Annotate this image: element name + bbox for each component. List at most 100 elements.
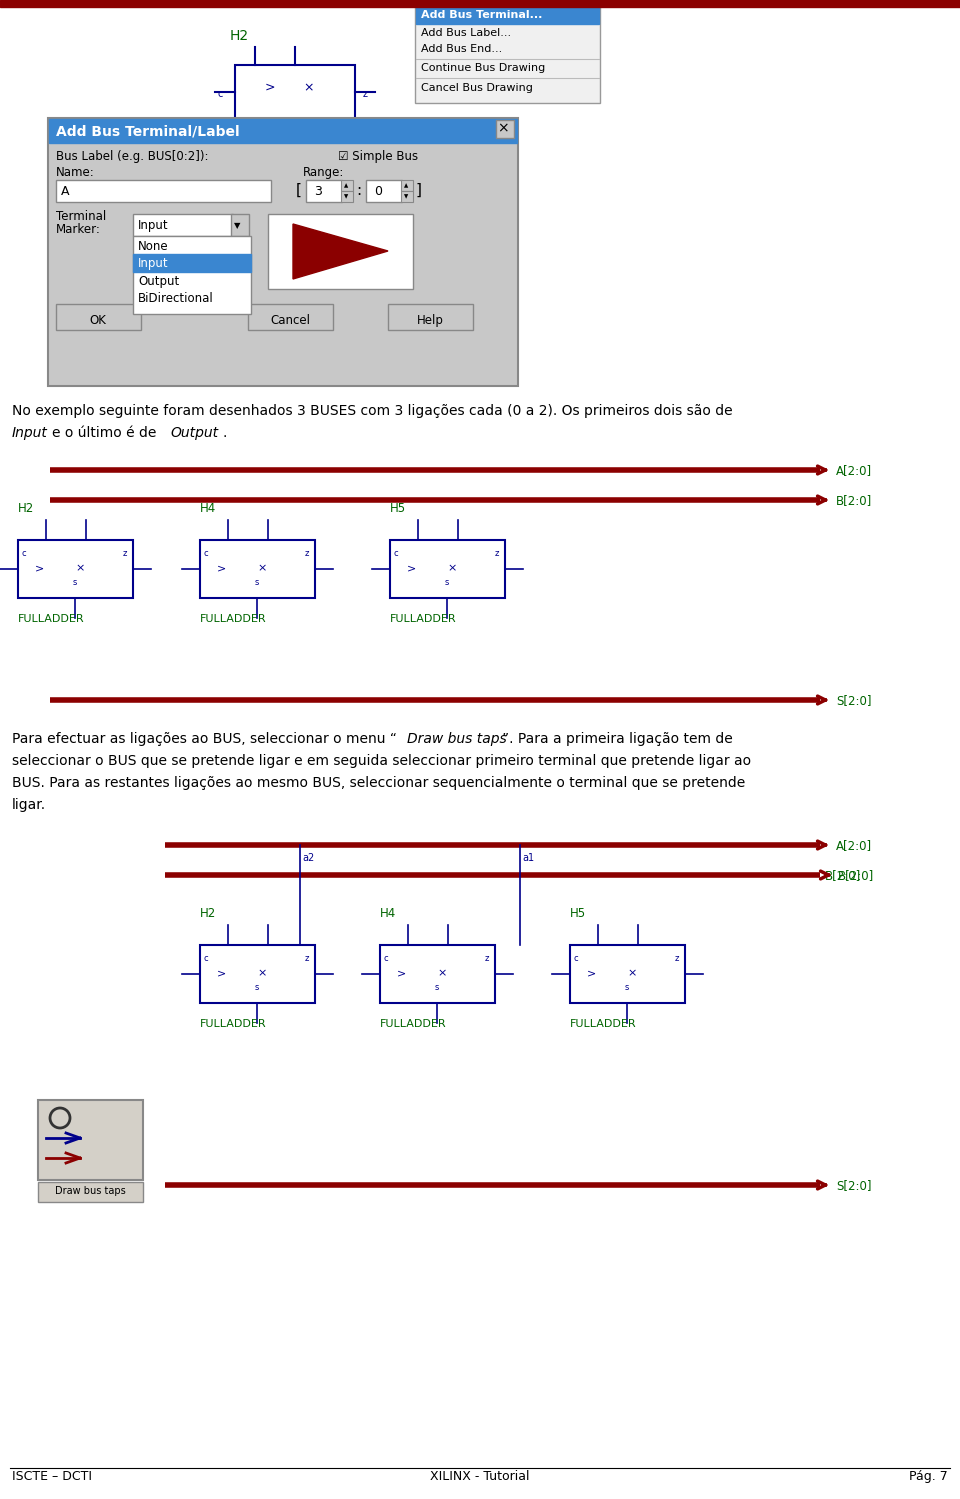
Text: H4: H4 xyxy=(380,907,396,920)
Text: ▼: ▼ xyxy=(404,193,408,199)
Bar xyxy=(49,118,517,142)
Text: z: z xyxy=(305,953,309,962)
Text: Pág. 7: Pág. 7 xyxy=(909,1471,948,1483)
Bar xyxy=(341,190,353,202)
Text: Add Bus End...: Add Bus End... xyxy=(421,43,502,54)
Text: Cancel: Cancel xyxy=(270,313,310,327)
Text: c: c xyxy=(384,953,389,962)
Bar xyxy=(56,304,141,330)
Bar xyxy=(380,944,495,1003)
Text: ☑ Simple Bus: ☑ Simple Bus xyxy=(338,150,419,163)
Text: .: . xyxy=(222,426,227,441)
Text: Bus Label (e.g. BUS[0:2]):: Bus Label (e.g. BUS[0:2]): xyxy=(56,150,208,163)
Text: z: z xyxy=(363,88,368,99)
Text: Name:: Name: xyxy=(56,166,95,178)
Text: >: > xyxy=(265,81,276,94)
Text: A: A xyxy=(61,184,69,198)
Text: c: c xyxy=(217,88,223,99)
Text: >: > xyxy=(36,564,44,573)
Bar xyxy=(200,540,315,598)
Text: H5: H5 xyxy=(570,907,587,920)
Text: ×: × xyxy=(303,81,314,94)
Text: Input: Input xyxy=(138,256,169,270)
Text: a1: a1 xyxy=(522,853,534,863)
Bar xyxy=(268,214,413,289)
Text: FULLADDER: FULLADDER xyxy=(200,615,267,624)
Text: >: > xyxy=(588,968,596,977)
Text: Add Bus Label...: Add Bus Label... xyxy=(421,28,511,37)
Bar xyxy=(133,235,251,313)
Text: Marker:: Marker: xyxy=(56,223,101,235)
Text: s: s xyxy=(625,982,629,991)
Text: XILINX - Tutorial: XILINX - Tutorial xyxy=(430,1471,530,1483)
Text: c: c xyxy=(204,953,208,962)
Text: ]: ] xyxy=(416,183,422,198)
Text: None: None xyxy=(138,240,169,253)
Text: s: s xyxy=(254,577,259,586)
Text: FULLADDER: FULLADDER xyxy=(380,1019,446,1028)
Text: ×: × xyxy=(447,564,457,573)
Text: Para efectuar as ligações ao BUS, seleccionar o menu “: Para efectuar as ligações ao BUS, selecc… xyxy=(12,732,396,747)
Text: B[2:0]: B[2:0] xyxy=(836,495,873,507)
Text: Add Bus Terminal...: Add Bus Terminal... xyxy=(421,10,542,19)
Bar xyxy=(401,180,413,190)
Bar xyxy=(388,304,473,330)
Text: e o último é de: e o último é de xyxy=(52,426,156,441)
Bar xyxy=(38,1183,143,1202)
Bar xyxy=(341,180,353,190)
Text: A[2:0]: A[2:0] xyxy=(836,465,872,477)
Text: Cancel Bus Drawing: Cancel Bus Drawing xyxy=(421,82,533,93)
Text: ▲: ▲ xyxy=(404,183,408,187)
Text: FULLADDER: FULLADDER xyxy=(200,1019,267,1028)
Text: H2: H2 xyxy=(18,502,35,516)
Bar xyxy=(416,6,599,24)
Text: Input: Input xyxy=(12,426,48,441)
Text: ×: × xyxy=(257,968,267,977)
Text: FULLADDER: FULLADDER xyxy=(390,615,457,624)
Text: B[2:0]: B[2:0] xyxy=(838,869,875,881)
Text: Help: Help xyxy=(417,313,444,327)
Bar xyxy=(415,4,600,103)
Text: :: : xyxy=(356,183,361,198)
Bar xyxy=(38,1100,143,1180)
Polygon shape xyxy=(293,223,388,279)
Bar xyxy=(306,180,342,202)
Text: ”. Para a primeira ligação tem de: ”. Para a primeira ligação tem de xyxy=(502,732,732,747)
Text: S[2:0]: S[2:0] xyxy=(836,694,872,708)
Text: >: > xyxy=(217,968,227,977)
Text: c: c xyxy=(394,549,398,558)
Text: Draw bus taps: Draw bus taps xyxy=(55,1186,126,1196)
Bar xyxy=(133,253,251,271)
Bar xyxy=(18,540,133,598)
Text: H4: H4 xyxy=(200,502,216,516)
Text: Continue Bus Drawing: Continue Bus Drawing xyxy=(421,63,545,73)
Text: BiDirectional: BiDirectional xyxy=(138,292,214,304)
Bar xyxy=(570,944,685,1003)
Bar xyxy=(390,540,505,598)
Text: z: z xyxy=(675,953,680,962)
Text: Input: Input xyxy=(138,219,169,232)
Bar xyxy=(401,190,413,202)
Bar xyxy=(56,180,271,202)
Text: z: z xyxy=(485,953,490,962)
Text: Add Bus Terminal/Label: Add Bus Terminal/Label xyxy=(56,124,240,138)
Text: >: > xyxy=(217,564,227,573)
Text: ×: × xyxy=(257,564,267,573)
Bar xyxy=(48,118,518,387)
Bar xyxy=(200,944,315,1003)
Text: ×: × xyxy=(497,121,509,135)
Text: ▲: ▲ xyxy=(344,183,348,187)
Text: BUS. Para as restantes ligações ao mesmo BUS, seleccionar sequencialmente o term: BUS. Para as restantes ligações ao mesmo… xyxy=(12,776,745,790)
Bar xyxy=(133,214,233,235)
Bar xyxy=(496,120,514,138)
Text: z: z xyxy=(305,549,309,558)
Text: B[2:0]: B[2:0] xyxy=(825,869,861,881)
Text: No exemplo seguinte foram desenhados 3 BUSES com 3 ligações cada (0 a 2). Os pri: No exemplo seguinte foram desenhados 3 B… xyxy=(12,405,732,418)
Bar xyxy=(231,214,249,235)
Text: S[2:0]: S[2:0] xyxy=(836,1180,872,1192)
Text: H2: H2 xyxy=(200,907,216,920)
Text: Output: Output xyxy=(138,274,180,288)
Text: [: [ xyxy=(296,183,302,198)
Text: Output: Output xyxy=(170,426,218,441)
Text: s: s xyxy=(254,982,259,991)
